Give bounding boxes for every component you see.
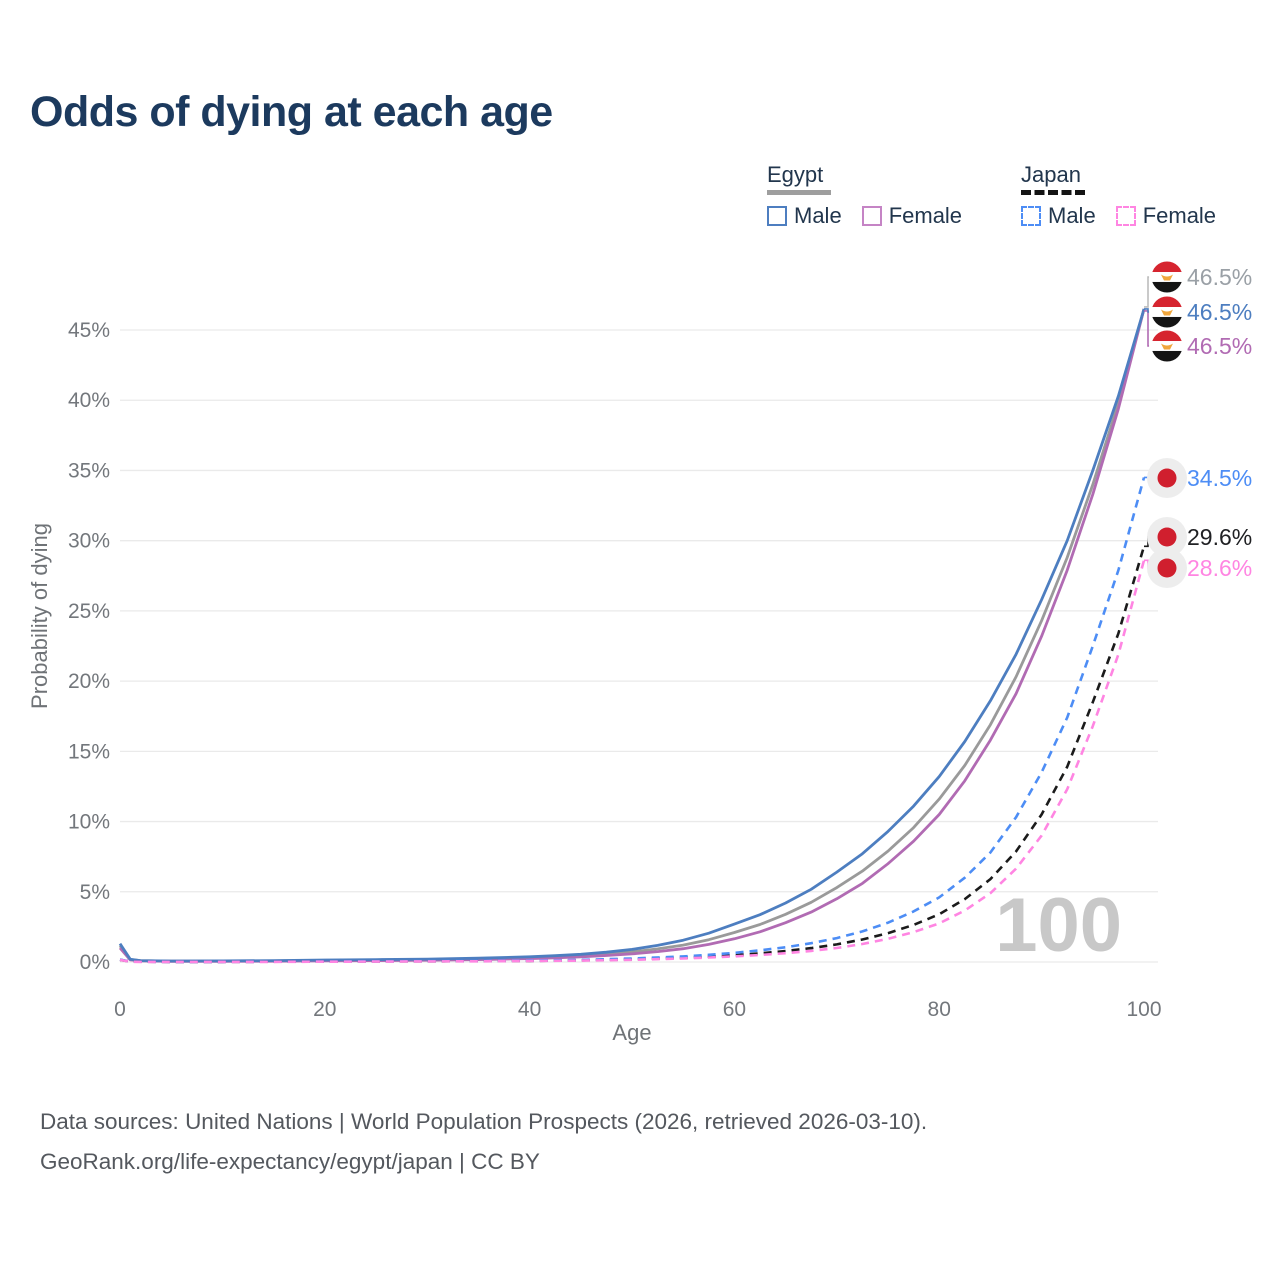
y-tick-label: 15% xyxy=(68,740,110,763)
legend-egypt-female[interactable]: Female xyxy=(861,203,963,229)
chart-title: Odds of dying at each age xyxy=(30,88,553,136)
end-label-japan-all: 29.6% xyxy=(1147,517,1252,557)
end-value-egypt-all: 46.5% xyxy=(1187,264,1252,290)
legend-japan-label: Japan xyxy=(1021,162,1081,187)
series-line-egypt-male xyxy=(118,308,1146,963)
series-line-japan-male xyxy=(119,477,1146,964)
end-value-japan-female: 28.6% xyxy=(1187,555,1252,581)
footer-attribution-line: GeoRank.org/life-expectancy/egypt/japan … xyxy=(40,1149,540,1174)
end-label-egypt-female: 46.5% xyxy=(1149,328,1252,364)
legend-group-egypt: Egypt Male Female xyxy=(767,162,962,229)
x-axis-title: Age xyxy=(612,1020,651,1045)
x-tick-label: 80 xyxy=(928,998,951,1021)
y-tick-label: 25% xyxy=(68,600,110,623)
end-value-egypt-female: 46.5% xyxy=(1187,333,1252,359)
x-tick-label: 40 xyxy=(518,998,541,1021)
x-tick-label: 100 xyxy=(1126,998,1161,1021)
legend-egypt-row: Male Female xyxy=(767,203,962,229)
y-tick-label: 40% xyxy=(68,389,110,412)
legend-group-japan: Japan Male Female xyxy=(1021,162,1216,229)
series-line-egypt-all xyxy=(118,308,1146,963)
egypt-female-swatch-icon xyxy=(861,206,882,226)
japan-flag-icon xyxy=(1147,458,1187,498)
footer: Data sources: United Nations | World Pop… xyxy=(40,1102,927,1182)
egypt-male-swatch-icon xyxy=(767,206,787,226)
legend-egypt-female-label: Female xyxy=(888,203,963,228)
legend-japan-male[interactable]: Male xyxy=(1021,203,1096,229)
y-tick-label: 20% xyxy=(68,670,110,693)
y-axis-title: Probability of dying xyxy=(27,523,52,709)
end-label-japan-male: 34.5% xyxy=(1147,458,1252,498)
end-label-egypt-male: 46.5% xyxy=(1149,294,1252,330)
end-value-egypt-male: 46.5% xyxy=(1187,299,1252,325)
legend-japan-row: Male Female xyxy=(1021,203,1216,229)
legend-egypt-male[interactable]: Male xyxy=(767,203,842,229)
japan-male-swatch-icon xyxy=(1021,206,1041,226)
end-label-egypt-all: 46.5% xyxy=(1149,259,1252,295)
y-tick-label: 30% xyxy=(68,530,110,553)
y-tick-label: 45% xyxy=(68,319,110,342)
egypt-flag-icon xyxy=(1149,328,1185,364)
japan-flag-icon xyxy=(1147,517,1187,557)
series-line-japan-all xyxy=(119,545,1146,964)
y-tick-label: 5% xyxy=(80,881,110,904)
legend-japan-female-label: Female xyxy=(1142,203,1217,228)
legend-japan-header[interactable]: Japan xyxy=(1021,162,1085,195)
x-tick-label: 20 xyxy=(313,998,336,1021)
y-tick-label: 35% xyxy=(68,459,110,482)
y-tick-label: 10% xyxy=(68,811,110,834)
legend-japan-male-label: Male xyxy=(1048,203,1096,228)
end-value-japan-all: 29.6% xyxy=(1187,524,1252,550)
legend-egypt-male-label: Male xyxy=(794,203,842,228)
series-line-egypt-female xyxy=(118,308,1146,963)
x-tick-label: 0 xyxy=(114,998,126,1021)
end-label-japan-female: 28.6% xyxy=(1147,548,1252,588)
x-tick-label: 60 xyxy=(723,998,746,1021)
japan-female-swatch-icon xyxy=(1115,206,1136,226)
legend-japan-female[interactable]: Female xyxy=(1115,203,1217,229)
y-tick-label: 0% xyxy=(80,951,110,974)
legend-egypt-header[interactable]: Egypt xyxy=(767,162,831,195)
legend-egypt-label: Egypt xyxy=(767,162,824,187)
egypt-flag-icon xyxy=(1149,294,1185,330)
series-line-japan-female xyxy=(119,559,1146,964)
end-value-japan-male: 34.5% xyxy=(1187,465,1252,491)
age-watermark: 100 xyxy=(995,883,1122,968)
egypt-flag-icon xyxy=(1149,259,1185,295)
japan-flag-icon xyxy=(1147,548,1187,588)
footer-sources-line: Data sources: United Nations | World Pop… xyxy=(40,1109,928,1134)
